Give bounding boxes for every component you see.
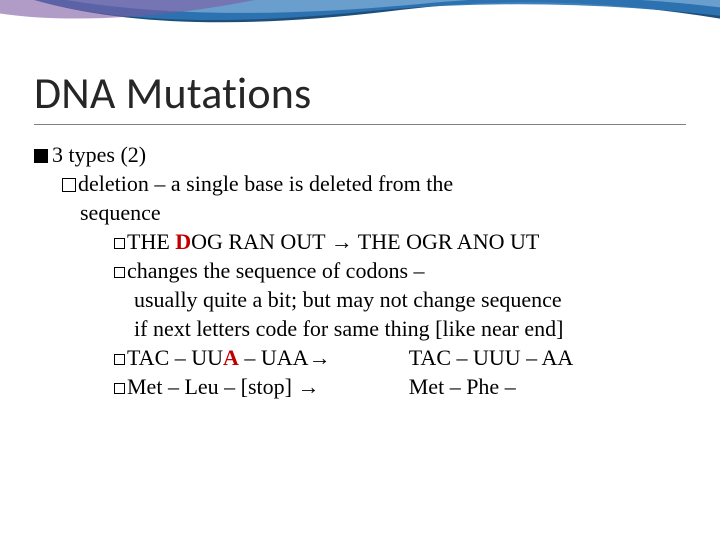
title-underline — [34, 124, 686, 125]
text-deletion-post: – a single base is deleted from the — [149, 171, 453, 196]
slide-body: 3 types (2) deletion – a single base is … — [34, 140, 694, 401]
line-types: 3 types (2) — [34, 140, 694, 169]
codon-2-left: Met – Leu – [stop] → — [114, 372, 409, 401]
square-bullet-icon — [114, 238, 125, 249]
text-changes: changes the sequence of codons – — [127, 258, 425, 283]
line-changes-b: usually quite a bit; but may not change … — [34, 285, 694, 314]
line-deletion-cont: sequence — [62, 198, 694, 227]
arrow-icon: → — [331, 229, 353, 254]
text-changes-c: if next letters code for same thing [lik… — [134, 316, 563, 341]
text-types: 3 types (2) — [52, 142, 146, 167]
text-dog-post: OG RAN OUT — [191, 229, 331, 254]
text-changes-b: usually quite a bit; but may not change … — [134, 287, 562, 312]
codon-2-right: Met – Phe – — [409, 372, 694, 401]
line-dog-example: THE DOG RAN OUT → THE OGR ANO UT — [114, 227, 694, 256]
line-changes: changes the sequence of codons – — [114, 256, 694, 285]
square-bullet-icon — [114, 267, 125, 278]
text-codon-1-right: TAC – UUU – AA — [409, 345, 573, 370]
line-codon-2: Met – Leu – [stop] → Met – Phe – — [114, 372, 694, 401]
slide: DNA Mutations 3 types (2) deletion – a s… — [0, 0, 720, 540]
square-bullet-icon — [114, 354, 125, 365]
text-dog-d: D — [175, 229, 191, 254]
text-codon-2-right: Met – Phe – — [409, 374, 516, 399]
text-dog-pre: THE — [127, 229, 175, 254]
codon-1-left: TAC – UUA – UAA→ — [114, 343, 409, 372]
arrow-icon: → — [297, 374, 319, 399]
line-codon-1: TAC – UUA – UAA→ TAC – UUU – AA — [114, 343, 694, 372]
text-deletion-pre: deletion — [78, 171, 149, 196]
square-bullet-icon — [62, 178, 76, 192]
arrow-icon: → — [309, 345, 331, 370]
square-bullet-icon — [34, 149, 48, 163]
square-bullet-icon — [114, 383, 125, 394]
text-dog-after: THE OGR ANO UT — [353, 229, 540, 254]
text-sequence: sequence — [80, 200, 161, 225]
codon-1-right: TAC – UUU – AA — [409, 343, 694, 372]
text-codon-1-a: A — [223, 345, 239, 370]
header-swoosh — [0, 0, 720, 60]
text-codon-1-pre: TAC – UU — [127, 345, 223, 370]
line-changes-c: if next letters code for same thing [lik… — [34, 314, 694, 343]
slide-title: DNA Mutations — [34, 66, 311, 120]
line-deletion: deletion – a single base is deleted from… — [62, 169, 694, 198]
text-codon-2-left: Met – Leu – [stop] — [127, 374, 297, 399]
text-codon-1-post: – UAA — [239, 345, 309, 370]
